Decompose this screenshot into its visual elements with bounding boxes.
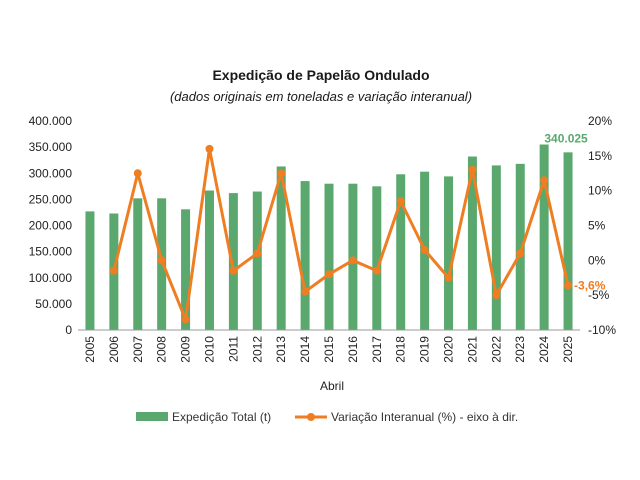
bar <box>181 209 191 330</box>
line-point <box>468 165 477 174</box>
x-tick-label: 2019 <box>418 336 432 363</box>
y-tick-label: 350.000 <box>29 140 73 154</box>
bar <box>444 176 454 330</box>
plot-area: 0 50.000 100.000 150.000 200.000 250.000 300.0… <box>29 114 617 363</box>
line-point <box>396 197 405 206</box>
y-tick-label: 50.000 <box>35 297 72 311</box>
line-point <box>277 169 286 178</box>
x-tick-label: 2008 <box>155 336 169 363</box>
y2-tick-label: 20% <box>588 114 612 128</box>
bar <box>133 198 143 330</box>
x-tick-label: 2024 <box>537 336 551 363</box>
line-point <box>492 291 501 300</box>
bar <box>300 181 310 330</box>
line-point <box>229 266 238 275</box>
line-point <box>301 287 310 296</box>
bar <box>276 166 286 330</box>
bar <box>396 174 406 330</box>
line-point <box>348 256 357 265</box>
legend-swatch-marker <box>307 413 315 421</box>
line-point <box>540 176 549 185</box>
x-tick-label: 2022 <box>489 336 503 363</box>
legend-swatch-bars <box>136 412 168 421</box>
x-tick-label: 2005 <box>83 336 97 363</box>
y2-tick-label: 5% <box>588 219 606 233</box>
x-tick-label: 2025 <box>561 336 575 363</box>
line-point <box>205 144 214 153</box>
bar <box>252 191 262 330</box>
bar <box>228 193 238 330</box>
x-tick-label: 2010 <box>202 336 216 363</box>
x-tick-label: 2011 <box>226 336 240 362</box>
x-axis-label: Abril <box>320 379 344 393</box>
bar <box>467 156 477 330</box>
legend: Expedição Total (t) Variação Interanual … <box>136 410 518 424</box>
line-point <box>372 266 381 275</box>
data-label-bar-last: 340.025 <box>544 131 588 145</box>
x-tick-label: 2021 <box>465 336 479 363</box>
x-tick-label: 2012 <box>250 336 264 363</box>
y-tick-label: 300.000 <box>29 166 73 180</box>
line-point <box>444 273 453 282</box>
line-point <box>181 315 190 324</box>
bar <box>85 211 95 330</box>
y2-tick-label: 10% <box>588 184 612 198</box>
bar <box>563 152 573 330</box>
x-tick-label: 2020 <box>442 336 456 363</box>
chart-subtitle: (dados originais em toneladas e variação… <box>170 89 472 104</box>
bar <box>539 144 549 330</box>
line-point <box>253 249 262 258</box>
x-tick-label: 2009 <box>179 336 193 363</box>
x-tick-label: 2013 <box>274 336 288 363</box>
x-tick-label: 2015 <box>322 336 336 363</box>
line-point <box>564 281 573 290</box>
chart-title: Expedição de Papelão Ondulado <box>212 67 429 83</box>
y-tick-label: 0 <box>65 323 72 337</box>
x-tick-label: 2016 <box>346 336 360 363</box>
y-tick-label: 200.000 <box>29 219 73 233</box>
x-tick-label: 2014 <box>298 336 312 363</box>
y2-tick-label: -10% <box>588 323 616 337</box>
line-point <box>516 249 525 258</box>
line-point <box>109 266 118 275</box>
bar <box>372 186 382 330</box>
bar <box>324 183 334 330</box>
line-point <box>133 169 142 178</box>
bar <box>491 165 501 330</box>
y2-tick-label: 15% <box>588 149 612 163</box>
y2-tick-label: 0% <box>588 253 606 267</box>
x-tick-label: 2023 <box>513 336 527 363</box>
y-tick-label: 100.000 <box>29 271 73 285</box>
bar <box>204 190 214 330</box>
y-tick-label: 150.000 <box>29 245 73 259</box>
legend-label-bars: Expedição Total (t) <box>172 410 271 424</box>
legend-label-line: Variação Interanual (%) - eixo à dir. <box>331 410 518 424</box>
line-point <box>325 270 333 279</box>
data-label-line-last: -3,6% <box>574 278 606 292</box>
line-point <box>420 245 429 254</box>
y2-tick-label: -5% <box>588 288 610 302</box>
y-tick-label: 250.000 <box>29 192 73 206</box>
series-line <box>112 147 570 322</box>
y-tick-label: 400.000 <box>29 114 73 128</box>
line-point <box>157 256 166 265</box>
x-tick-label: 2007 <box>131 336 145 363</box>
x-tick-label: 2006 <box>107 336 121 363</box>
x-tick-label: 2018 <box>394 336 408 363</box>
bar <box>515 163 525 330</box>
x-tick-label: 2017 <box>370 336 384 363</box>
